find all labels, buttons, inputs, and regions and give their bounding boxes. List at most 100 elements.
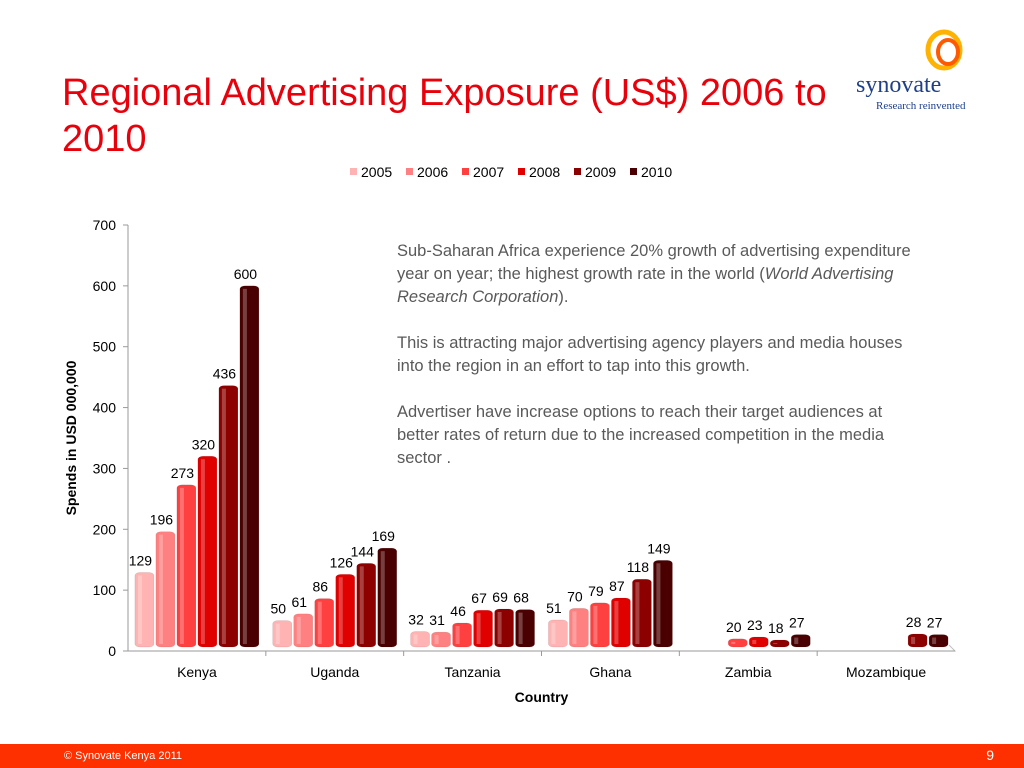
legend-swatch [574, 168, 581, 175]
legend-label: 2006 [417, 164, 448, 180]
bar-highlight [275, 623, 280, 644]
data-label: 196 [150, 512, 174, 528]
data-label: 23 [747, 617, 763, 633]
data-label: 27 [789, 615, 805, 631]
bar-highlight [221, 388, 226, 644]
bar-highlight [476, 613, 481, 644]
bar-highlight [635, 582, 640, 644]
legend-label: 2008 [529, 164, 560, 180]
data-label: 28 [906, 614, 922, 630]
data-label: 118 [627, 559, 650, 575]
legend-swatch [462, 168, 469, 175]
legend-label: 2005 [361, 164, 392, 180]
x-tick-label: Uganda [310, 664, 359, 680]
bar [473, 609, 493, 648]
legend-swatch [350, 168, 357, 175]
bar-highlight [773, 643, 778, 645]
bar [293, 613, 313, 648]
note-paragraph-2: This is attracting major advertising age… [397, 334, 903, 375]
bar [515, 609, 535, 648]
data-label: 68 [513, 590, 529, 606]
x-tick-label: Mozambique [846, 664, 926, 680]
data-label: 27 [927, 615, 943, 631]
bar [335, 574, 355, 648]
bar [272, 620, 292, 648]
bar [239, 285, 260, 648]
bar-highlight [338, 577, 343, 644]
y-tick-label: 100 [93, 582, 117, 598]
data-label: 169 [372, 528, 396, 544]
bar-highlight [731, 641, 736, 644]
data-label: 86 [312, 579, 328, 595]
slide-title: Regional Advertising Exposure (US$) 2006… [62, 72, 827, 160]
bar [632, 578, 652, 648]
bar-highlight [434, 635, 439, 644]
logo-name: synovate [856, 72, 942, 98]
data-label: 18 [768, 620, 784, 636]
data-label: 32 [408, 612, 424, 628]
data-label: 144 [351, 543, 375, 559]
note-source: World Advertising Research Corporation [397, 265, 894, 306]
bar-highlight [752, 640, 757, 644]
bar [548, 619, 568, 648]
bar [314, 598, 334, 648]
bar [197, 456, 218, 648]
data-label: 61 [291, 594, 307, 610]
bar [611, 597, 631, 648]
y-tick-label: 400 [93, 400, 117, 416]
bar [749, 636, 769, 648]
bar-highlight [794, 637, 799, 644]
bar-highlight [614, 601, 619, 644]
data-label: 70 [567, 588, 583, 604]
y-tick-label: 0 [108, 643, 116, 659]
bar-highlight [179, 487, 184, 644]
bar [218, 385, 239, 648]
data-label: 126 [330, 554, 354, 570]
data-label: 79 [588, 583, 604, 599]
bar [907, 633, 928, 648]
bar-chart: 0 100 200 300 400 500 600 700 Spends in USD 000,… [63, 164, 957, 705]
data-label: 46 [450, 603, 466, 619]
legend-swatch [518, 168, 525, 175]
x-tick-label: Ghana [589, 664, 631, 680]
x-tick-label: Zambia [725, 664, 772, 680]
y-tick-label: 300 [93, 460, 117, 476]
bar-highlight [380, 551, 385, 644]
bar [770, 639, 790, 648]
bar [377, 547, 397, 648]
y-tick-label: 500 [93, 339, 117, 355]
bar [569, 608, 589, 648]
legend-swatch [406, 168, 413, 175]
bar [356, 563, 376, 648]
x-tick-label: Kenya [177, 664, 217, 680]
data-label: 600 [234, 266, 258, 282]
legend-label: 2009 [585, 164, 616, 180]
data-label: 87 [609, 578, 625, 594]
bar [452, 622, 472, 648]
data-label: 67 [471, 590, 487, 606]
data-label: 129 [129, 552, 153, 568]
legend-label: 2010 [641, 164, 672, 180]
y-tick-label: 700 [93, 217, 117, 233]
bar-highlight [242, 288, 247, 644]
bar-highlight [137, 575, 142, 644]
bar-highlight [656, 563, 661, 644]
bar-highlight [455, 626, 460, 644]
y-axis-label: Spends in USD 000,000 [63, 360, 79, 515]
bar-highlight [911, 636, 916, 644]
bar [176, 484, 197, 648]
bar [590, 602, 610, 648]
bar [928, 634, 949, 648]
bar-highlight [497, 612, 502, 644]
bar-highlight [200, 459, 205, 644]
chart-annotation: Sub-Saharan Africa experience 20% growth… [397, 240, 917, 493]
data-label: 436 [213, 366, 237, 382]
bar [431, 631, 451, 648]
synovate-logo: synovate Research reinvented [850, 28, 980, 118]
bar-highlight [413, 634, 418, 644]
bar-highlight [932, 637, 937, 644]
bar-highlight [317, 601, 322, 644]
y-tick-label: 200 [93, 521, 117, 537]
data-label: 149 [647, 540, 671, 556]
legend-label: 2007 [473, 164, 504, 180]
